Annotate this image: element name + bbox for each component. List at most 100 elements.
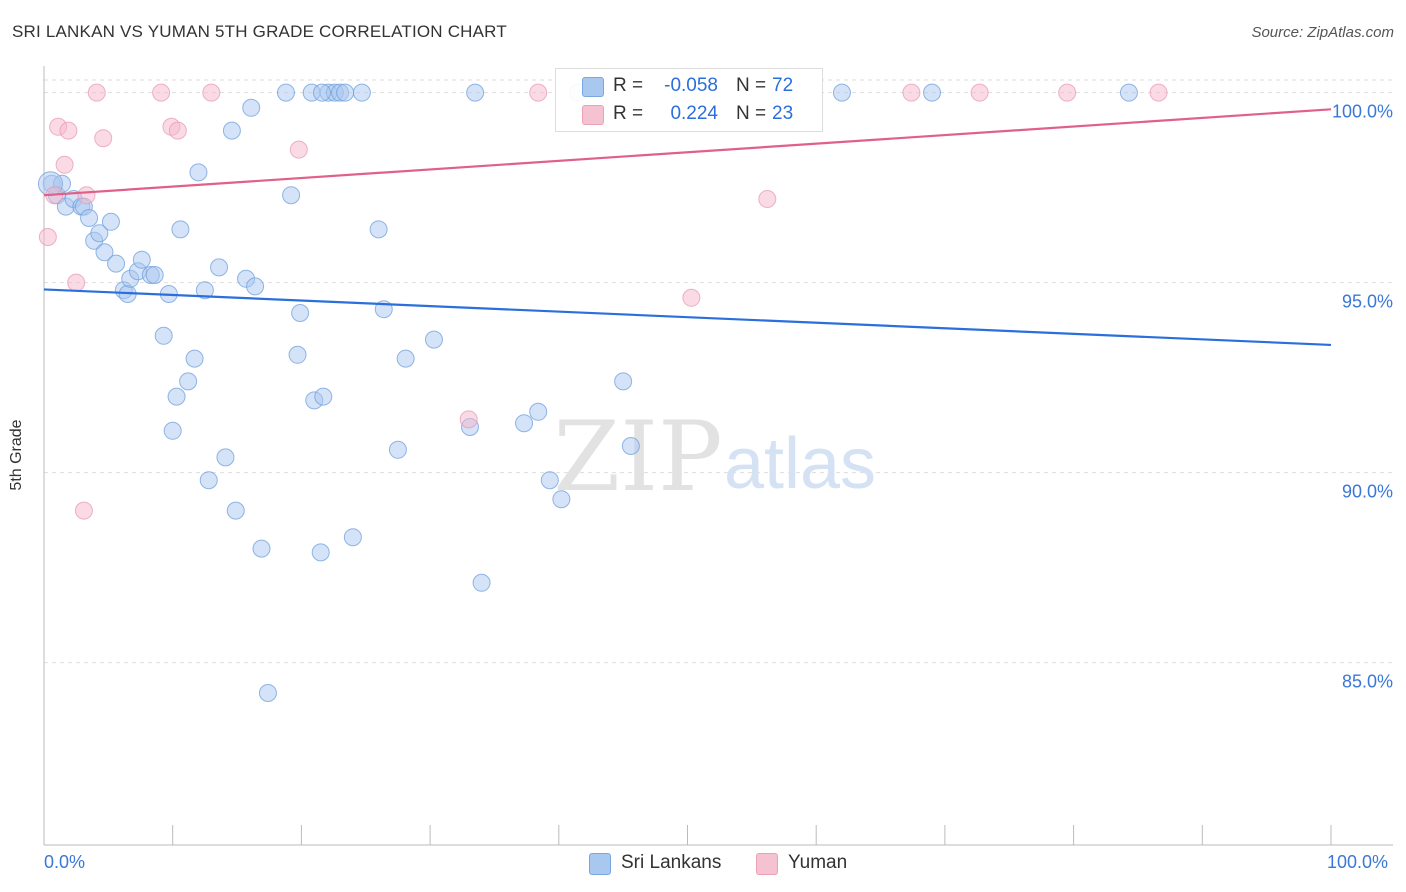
data-point — [168, 121, 187, 140]
data-point — [282, 186, 301, 205]
data-point — [199, 471, 218, 490]
legend-r-label: R = — [613, 75, 644, 96]
data-point — [311, 543, 330, 562]
y-tick-label: 85.0% — [1342, 672, 1393, 692]
x-tick-label-min: 0.0% — [44, 852, 86, 872]
data-point — [216, 448, 235, 467]
data-point — [314, 387, 333, 406]
data-point — [95, 243, 114, 262]
data-point — [472, 573, 491, 592]
y-tick-label: 90.0% — [1342, 482, 1393, 502]
data-point — [923, 83, 942, 102]
data-point — [222, 121, 241, 140]
data-point — [246, 277, 265, 296]
data-point — [388, 440, 407, 459]
data-point — [185, 349, 204, 368]
data-point — [1149, 83, 1168, 102]
legend-row-yuman: R = 0.224 N = 23 — [556, 101, 822, 129]
y-tick-label: 95.0% — [1342, 292, 1393, 312]
data-point — [252, 539, 271, 558]
data-point — [152, 83, 171, 102]
series-sri-lankans — [37, 83, 1138, 702]
bottom-legend-swatch-pink — [756, 853, 778, 875]
legend-swatch-pink — [582, 105, 604, 125]
series-yuman — [38, 83, 1168, 520]
data-point — [80, 209, 99, 227]
grid-lines — [44, 79, 1393, 664]
data-point — [167, 387, 186, 406]
data-point — [107, 254, 126, 273]
data-point — [145, 266, 164, 284]
data-point — [74, 501, 93, 520]
data-point — [529, 83, 548, 102]
data-point — [242, 98, 261, 117]
watermark-zip: ZIP — [553, 401, 722, 513]
data-point — [614, 372, 633, 391]
data-point — [38, 228, 57, 246]
data-point — [291, 304, 310, 322]
data-point — [459, 410, 478, 429]
data-point — [189, 163, 208, 182]
data-point — [87, 83, 106, 102]
data-point — [1058, 83, 1077, 102]
data-point — [369, 220, 388, 239]
data-point — [621, 437, 640, 455]
data-point — [396, 349, 415, 368]
data-point — [55, 155, 74, 174]
axes — [43, 66, 1393, 846]
data-point — [312, 83, 331, 102]
data-point — [529, 402, 548, 421]
legend-n-value: 23 — [772, 103, 794, 124]
trend-line-sri-lankans — [43, 288, 1332, 347]
data-point — [210, 258, 229, 277]
data-point — [67, 273, 86, 292]
data-point — [179, 372, 198, 391]
legend-n-value: 72 — [772, 75, 794, 96]
y-tick-labels: 85.0% 90.0% 95.0% 100.0% — [1332, 102, 1393, 692]
data-point — [758, 190, 777, 208]
data-point — [154, 326, 173, 345]
data-point — [902, 83, 921, 102]
data-point — [59, 121, 78, 140]
data-point — [226, 501, 245, 520]
legend-r-label: R = — [613, 103, 644, 124]
bottom-legend-swatch-blue — [589, 853, 611, 875]
data-point — [202, 83, 221, 102]
data-point — [163, 421, 182, 440]
data-point — [77, 186, 96, 205]
data-point — [343, 528, 362, 547]
bottom-legend-label: Sri Lankans — [621, 852, 722, 873]
legend-row-sri-lankans: R = -0.058 N = 72 — [556, 73, 822, 101]
data-point — [352, 83, 371, 102]
data-point — [195, 281, 214, 300]
data-point — [540, 471, 559, 490]
data-point — [832, 83, 851, 102]
data-point — [336, 83, 355, 102]
data-point — [90, 224, 109, 243]
trend-line-yuman — [43, 108, 1332, 197]
data-point — [101, 212, 120, 231]
data-point — [424, 330, 443, 349]
data-point — [171, 220, 190, 239]
data-point — [288, 345, 307, 364]
x-tick-label-max: 100.0% — [1327, 852, 1389, 872]
trend-lines — [43, 108, 1332, 347]
data-point — [466, 83, 485, 102]
data-point — [515, 414, 534, 433]
data-point — [970, 83, 989, 102]
data-point — [276, 83, 295, 102]
data-point — [132, 250, 151, 269]
y-tick-label: 100.0% — [1332, 102, 1393, 122]
data-point — [289, 140, 308, 159]
legend-r-value: -0.058 — [664, 75, 718, 96]
data-point — [258, 684, 277, 702]
chart-source: Source: ZipAtlas.com — [1251, 24, 1394, 41]
chart-title: SRI LANKAN VS YUMAN 5TH GRADE CORRELATIO… — [12, 22, 507, 41]
data-point — [1119, 83, 1138, 102]
stats-legend: R = -0.058 N = 72 R = 0.224 N = 23 — [555, 68, 823, 132]
bottom-legend-label: Yuman — [788, 852, 848, 873]
legend-r-value: 0.224 — [670, 103, 718, 124]
legend-n-label: N = — [736, 75, 767, 96]
watermark-atlas: atlas — [724, 424, 876, 504]
